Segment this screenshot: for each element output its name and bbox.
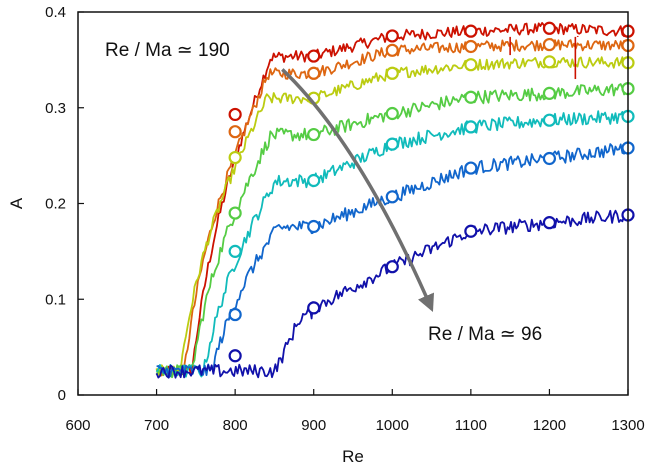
series-line	[548, 83, 629, 100]
annotation-re-ma-96: Re / Ma ≃ 96	[428, 324, 542, 345]
data-point	[228, 349, 242, 363]
data-point	[464, 90, 478, 104]
series-line	[471, 86, 550, 105]
series-line	[392, 40, 472, 57]
x-tick-label: 1200	[533, 417, 566, 434]
data-point	[307, 219, 321, 234]
series-line	[392, 59, 472, 79]
series-line	[155, 92, 315, 378]
data-point	[542, 113, 557, 127]
series-line	[313, 142, 393, 184]
series-line	[313, 68, 393, 103]
data-point	[307, 301, 321, 315]
data-point	[542, 21, 557, 35]
y-tick-label: 0	[58, 387, 66, 404]
data-point	[542, 37, 557, 52]
data-point	[464, 120, 478, 134]
x-tick-label: 600	[65, 417, 90, 434]
y-axis-title: A	[7, 197, 26, 209]
data-point	[542, 216, 557, 230]
y-tick-label: 0.1	[45, 291, 66, 308]
tick-layer: 600 700 800 900 1000 1100 1200 1300 0 0.1 0.2 0.3 0.…	[45, 4, 645, 434]
series-line	[313, 47, 392, 79]
data-point	[464, 58, 478, 72]
data-point	[307, 66, 321, 80]
series-line	[391, 165, 472, 202]
series-line	[548, 56, 629, 69]
series-line	[155, 174, 315, 378]
series-line	[313, 191, 393, 232]
data-point	[464, 224, 478, 238]
series-line	[549, 141, 629, 165]
series-line	[470, 218, 550, 236]
data-point	[228, 307, 242, 322]
data-point	[385, 29, 399, 43]
series-line	[549, 110, 629, 126]
data-point	[542, 151, 557, 166]
series-line	[471, 57, 550, 71]
series-line	[391, 120, 472, 151]
marker-layer	[228, 21, 635, 363]
series-line	[548, 38, 629, 52]
data-point	[385, 260, 399, 274]
data-point	[385, 66, 399, 80]
series-line	[548, 23, 629, 38]
data-point	[385, 190, 399, 204]
x-tick-label: 900	[301, 417, 326, 434]
data-point	[385, 106, 399, 121]
x-tick-label: 700	[144, 417, 169, 434]
series-line	[313, 32, 393, 59]
data-point	[542, 55, 557, 69]
arrow-layer	[281, 68, 435, 313]
x-tick-label: 800	[223, 417, 248, 434]
trend-arrow	[281, 68, 435, 313]
series-line	[313, 107, 393, 138]
data-point	[228, 107, 242, 122]
x-axis-title: Re	[342, 447, 364, 466]
y-tick-label: 0.4	[45, 4, 66, 21]
y-tick-label: 0.2	[45, 196, 66, 213]
data-point	[542, 86, 557, 100]
series-line	[470, 153, 550, 175]
series-line	[391, 25, 472, 41]
data-point	[228, 150, 242, 165]
series-line	[549, 209, 629, 229]
series-line	[470, 116, 550, 134]
series-line	[470, 22, 550, 37]
series-line	[391, 226, 471, 269]
data-point	[307, 49, 321, 63]
x-tick-label: 1000	[376, 417, 409, 434]
y-tick-label: 0.3	[45, 100, 66, 117]
data-point	[464, 39, 478, 54]
series-line	[313, 263, 393, 315]
data-point	[228, 125, 242, 139]
data-point	[228, 206, 242, 220]
data-point	[385, 137, 399, 151]
data-point	[228, 244, 242, 258]
x-tick-label: 1100	[455, 417, 487, 434]
series-line	[155, 301, 315, 379]
annotation-re-ma-190: Re / Ma ≃ 190	[105, 40, 230, 61]
data-point	[307, 127, 321, 142]
data-point	[385, 43, 399, 57]
data-point	[307, 173, 321, 188]
data-point	[464, 24, 478, 38]
series-line	[391, 93, 472, 120]
data-point	[464, 161, 478, 175]
plot-frame	[77, 11, 629, 396]
x-tick-label: 1300	[611, 417, 644, 434]
